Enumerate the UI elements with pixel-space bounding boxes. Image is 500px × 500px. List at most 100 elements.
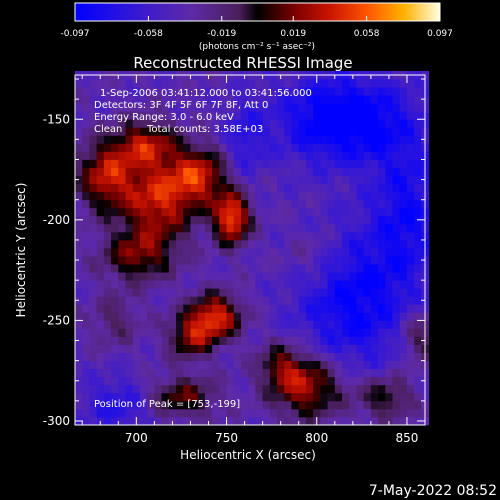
heatmap-cell xyxy=(248,264,256,273)
heatmap-cell xyxy=(313,296,321,305)
heatmap-cell xyxy=(75,384,83,394)
heatmap-cell xyxy=(334,95,343,104)
heatmap-cell xyxy=(327,223,336,233)
heatmap-cell xyxy=(334,336,343,345)
heatmap-cell xyxy=(284,360,292,370)
heatmap-cell xyxy=(183,231,191,241)
heatmap-cell xyxy=(219,312,227,321)
heatmap-cell xyxy=(356,416,365,426)
heatmap-cell xyxy=(96,256,105,265)
heatmap-cell xyxy=(320,352,328,362)
heatmap-cell xyxy=(240,231,249,241)
heatmap-cell xyxy=(248,416,256,426)
heatmap-cell xyxy=(255,103,264,112)
heatmap-cell xyxy=(342,376,350,386)
heatmap-cell xyxy=(414,207,422,217)
heatmap-cell xyxy=(190,103,199,112)
heatmap-cell xyxy=(248,360,256,370)
heatmap-cell xyxy=(356,199,365,209)
heatmap-cell xyxy=(327,416,336,426)
heatmap-cell xyxy=(284,111,292,120)
heatmap-cell xyxy=(154,368,162,378)
heatmap-cell xyxy=(75,159,83,168)
footer-timestamp: 7-May-2022 08:52 xyxy=(369,483,497,499)
heatmap-cell xyxy=(320,400,328,410)
heatmap-cell xyxy=(291,119,300,128)
heatmap-cell xyxy=(255,280,264,289)
heatmap-cell xyxy=(89,400,98,410)
heatmap-cell xyxy=(313,392,321,402)
heatmap-cell xyxy=(392,119,401,128)
heatmap-cell xyxy=(190,223,199,233)
heatmap-cell xyxy=(233,280,242,289)
heatmap-cell xyxy=(75,360,83,370)
heatmap-cell xyxy=(103,111,112,120)
heatmap-cell xyxy=(75,87,83,96)
heatmap-cell xyxy=(89,272,98,281)
heatmap-cell xyxy=(118,119,126,128)
heatmap-cell xyxy=(363,191,372,201)
heatmap-cell xyxy=(349,151,357,160)
heatmap-cell xyxy=(82,328,90,337)
heatmap-cell xyxy=(132,384,141,394)
heatmap-cell xyxy=(240,384,249,394)
heatmap-cell xyxy=(240,215,249,225)
heatmap-cell xyxy=(385,79,393,88)
heatmap-cell xyxy=(132,95,141,104)
heatmap-cell xyxy=(111,344,119,353)
heatmap-cell xyxy=(298,247,307,257)
heatmap-cell xyxy=(132,336,141,345)
colorbar-tick-label: 0.058 xyxy=(354,29,380,39)
heatmap-cell xyxy=(132,175,141,185)
heatmap-cell xyxy=(147,376,155,386)
heatmap-cell xyxy=(147,231,155,241)
heatmap-cell xyxy=(305,312,314,321)
heatmap-cell xyxy=(313,336,321,345)
heatmap-cell xyxy=(305,175,314,185)
heatmap-cell xyxy=(334,312,343,321)
heatmap-cell xyxy=(111,352,119,362)
plot-frame xyxy=(74,74,426,426)
heatmap-cell xyxy=(176,312,184,321)
heatmap-cell xyxy=(103,127,112,136)
heatmap-cell xyxy=(313,95,321,104)
heatmap-cell xyxy=(399,256,408,265)
heatmap-cell xyxy=(147,416,155,426)
heatmap-cell xyxy=(240,408,249,418)
heatmap-cell xyxy=(327,135,336,144)
heatmap-cell xyxy=(327,368,336,378)
heatmap-cell xyxy=(392,207,401,217)
heatmap-cell xyxy=(277,408,285,418)
heatmap-cell xyxy=(334,368,343,378)
heatmap-cell xyxy=(190,344,199,353)
heatmap-cell xyxy=(334,79,343,88)
heatmap-cell xyxy=(399,272,408,281)
heatmap-cell xyxy=(111,256,119,265)
heatmap-cell xyxy=(118,280,126,289)
heatmap-cell xyxy=(204,111,213,120)
heatmap-cell xyxy=(385,384,393,394)
heatmap-cell xyxy=(370,175,379,185)
heatmap-cell xyxy=(132,183,141,193)
heatmap-cell xyxy=(212,264,220,273)
heatmap-cell xyxy=(255,119,264,128)
heatmap-cell xyxy=(212,247,220,257)
heatmap-cell xyxy=(154,400,162,410)
heatmap-cell xyxy=(139,143,148,152)
heatmap-cell xyxy=(269,376,278,386)
heatmap-cell xyxy=(132,264,141,273)
heatmap-cell xyxy=(385,376,393,386)
heatmap-cell xyxy=(291,272,300,281)
heatmap-cell xyxy=(240,320,249,329)
heatmap-cell xyxy=(111,280,119,289)
heatmap-cell xyxy=(240,103,249,112)
heatmap-cell xyxy=(176,280,184,289)
heatmap-cell xyxy=(103,95,112,104)
heatmap-cell xyxy=(111,416,119,426)
heatmap-cell xyxy=(313,167,321,176)
heatmap-cell xyxy=(204,175,213,185)
heatmap-cell xyxy=(298,384,307,394)
heatmap-cell xyxy=(320,280,328,289)
heatmap-cell xyxy=(219,175,227,185)
heatmap-cell xyxy=(204,151,213,160)
